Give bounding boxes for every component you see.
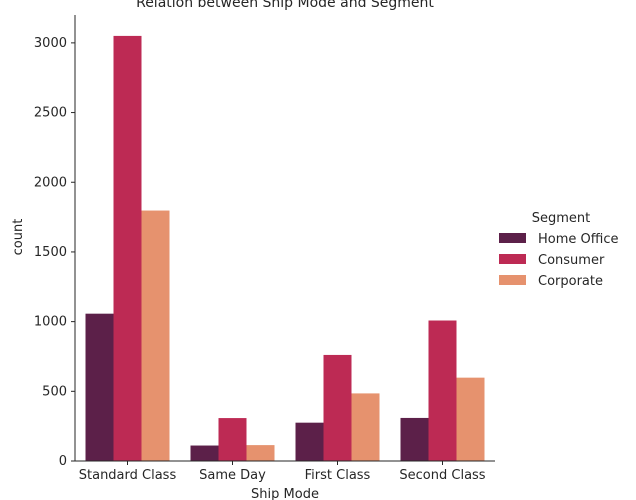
legend-title: Segment — [532, 211, 591, 226]
y-axis-label: count — [11, 219, 26, 256]
legend-swatch — [499, 275, 526, 285]
y-axis: 0 500 1000 1500 2000 2500 3000 — [34, 15, 76, 469]
bar-home-office-standard-class — [85, 313, 114, 461]
x-tick-label: First Class — [305, 468, 371, 483]
y-tick-label: 2000 — [34, 175, 67, 190]
y-tick-label: 3000 — [34, 36, 67, 51]
bar-home-office-second-class — [400, 417, 429, 461]
chart-title: Relation between Ship Mode and Segment — [136, 0, 434, 11]
legend: Segment Home Office Consumer Corporate — [499, 211, 618, 289]
bar-corporate-first-class — [351, 393, 380, 461]
y-tick-label: 1500 — [34, 245, 67, 260]
bars-group — [85, 35, 485, 461]
bar-consumer-standard-class — [113, 35, 142, 461]
bar-corporate-standard-class — [141, 210, 170, 461]
bar-consumer-same-day — [218, 418, 247, 461]
x-tick-label: Standard Class — [79, 468, 177, 483]
bar-corporate-second-class — [456, 377, 485, 461]
x-axis-label: Ship Mode — [251, 487, 319, 500]
y-tick-label: 2500 — [34, 106, 67, 121]
bar-home-office-same-day — [190, 445, 219, 461]
y-tick-label: 500 — [42, 384, 67, 399]
x-tick-label: Second Class — [399, 468, 485, 483]
legend-swatch — [499, 254, 526, 264]
y-tick-label: 1000 — [34, 315, 67, 330]
bar-consumer-second-class — [428, 320, 457, 461]
bar-home-office-first-class — [295, 422, 324, 461]
legend-swatch — [499, 233, 526, 243]
legend-entry: Home Office — [538, 232, 618, 247]
y-tick-label: 0 — [59, 454, 67, 469]
bar-consumer-first-class — [323, 354, 352, 461]
bar-corporate-same-day — [246, 445, 275, 461]
legend-entry: Corporate — [538, 274, 603, 289]
x-axis: Standard Class Same Day First Class Second … — [75, 460, 495, 483]
x-tick-label: Same Day — [199, 468, 266, 483]
legend-entry: Consumer — [538, 253, 605, 268]
